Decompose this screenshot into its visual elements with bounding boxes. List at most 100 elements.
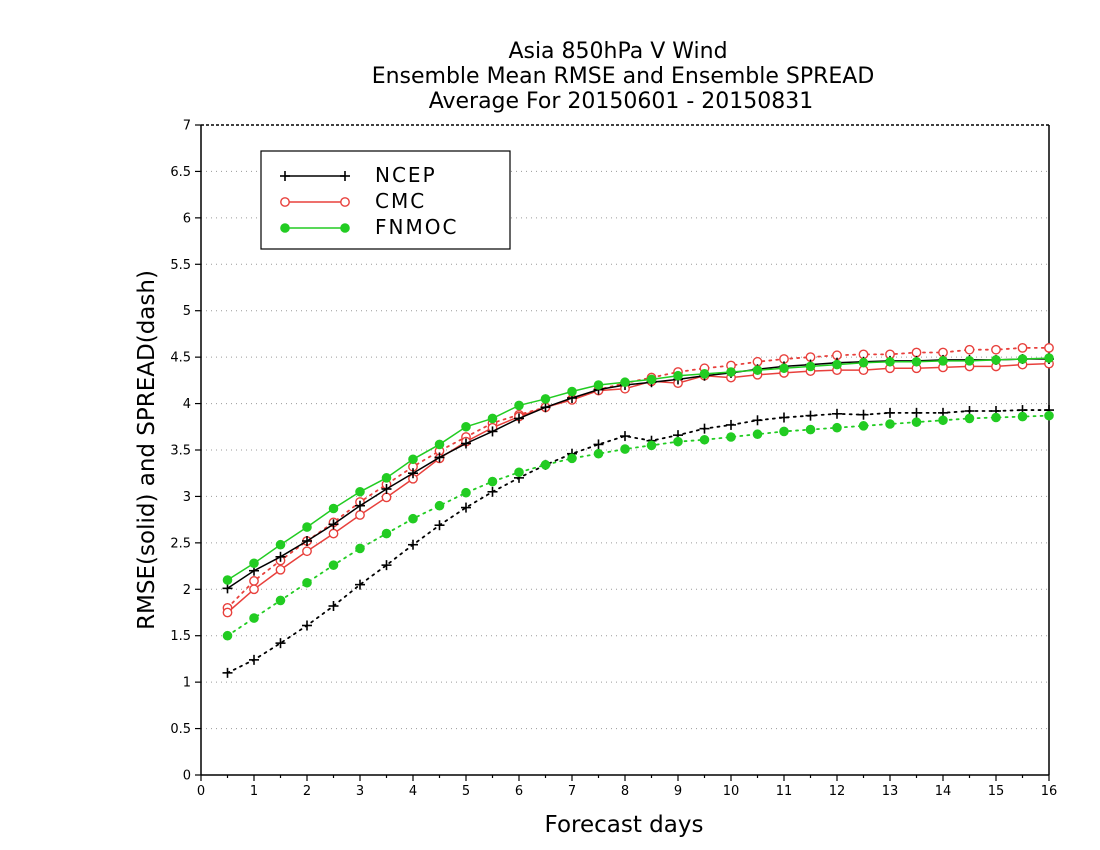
- point-rmse-cmc-4: [328, 528, 339, 539]
- point-spread-ncep-2: [275, 638, 286, 649]
- legend-sample-fnmoc: [280, 223, 350, 233]
- point-spread-fnmoc-19: [726, 432, 736, 442]
- y-tick-label-10: 5: [183, 304, 191, 319]
- series-fnmoc: [222, 353, 1054, 641]
- point-spread-ncep-19: [726, 419, 736, 430]
- point-rmse-cmc-5: [355, 510, 365, 520]
- point-rmse-fnmoc-22: [805, 361, 816, 372]
- point-spread-fnmoc-18: [699, 434, 710, 445]
- point-spread-ncep-14: [593, 439, 604, 450]
- point-spread-ncep-0: [222, 667, 233, 678]
- x-tick-label-14: 14: [935, 784, 952, 799]
- point-rmse-fnmoc-17: [673, 370, 683, 381]
- point-spread-cmc-26: [911, 347, 922, 358]
- point-spread-cmc-28: [964, 344, 975, 355]
- legend-marker-left-fnmoc: [280, 223, 290, 233]
- legend-marker-right-cmc: [340, 197, 350, 207]
- point-rmse-cmc-0: [222, 607, 233, 618]
- y-tick-label-6: 3: [183, 490, 191, 505]
- point-rmse-fnmoc-9: [461, 421, 471, 432]
- point-rmse-cmc-2: [275, 564, 286, 575]
- point-rmse-fnmoc-14: [593, 380, 604, 390]
- point-rmse-fnmoc-25: [885, 356, 895, 367]
- point-rmse-fnmoc-29: [991, 355, 1001, 365]
- point-spread-cmc-1: [249, 576, 259, 586]
- point-spread-fnmoc-27: [938, 415, 948, 426]
- point-spread-fnmoc-10: [487, 476, 498, 487]
- point-spread-ncep-10: [487, 486, 498, 497]
- point-rmse-fnmoc-11: [514, 400, 524, 411]
- point-rmse-ncep-5: [355, 500, 365, 511]
- point-spread-cmc-29: [991, 344, 1001, 355]
- x-tick-label-12: 12: [829, 784, 846, 799]
- point-spread-fnmoc-14: [593, 448, 604, 459]
- point-rmse-ncep-9: [461, 438, 471, 449]
- point-spread-fnmoc-4: [328, 560, 339, 570]
- point-rmse-ncep-7: [408, 468, 418, 479]
- x-tick-label-7: 7: [568, 784, 576, 799]
- tick-labels: 00.511.522.533.544.555.566.570 1 2 3 4 5 6 7 8 9 1…: [170, 119, 1057, 800]
- x-tick-label-4: 4: [409, 784, 417, 799]
- line-rmse-fnmoc: [227, 357, 1050, 581]
- point-spread-fnmoc-23: [832, 422, 842, 433]
- title-line-2: Ensemble Mean RMSE and Ensemble SPREAD: [372, 64, 875, 89]
- point-rmse-cmc-1: [249, 584, 259, 595]
- point-rmse-ncep-2: [275, 551, 286, 562]
- point-rmse-ncep-12: [540, 402, 551, 413]
- point-spread-ncep-15: [620, 431, 630, 442]
- y-tick-label-7: 3.5: [170, 444, 191, 459]
- point-rmse-ncep-8: [434, 452, 445, 463]
- line-rmse-cmc: [227, 362, 1050, 614]
- point-spread-fnmoc-24: [858, 421, 869, 431]
- y-tick-label-14: 7: [183, 119, 191, 134]
- legend-label-ncep: NCEP: [375, 163, 437, 187]
- x-tick-label-3: 3: [356, 784, 364, 799]
- x-tick-label-11: 11: [776, 784, 793, 799]
- point-spread-fnmoc-9: [461, 487, 471, 498]
- y-tick-label-1: 0.5: [170, 722, 191, 737]
- point-spread-fnmoc-2: [275, 595, 286, 606]
- point-rmse-fnmoc-4: [328, 503, 339, 514]
- x-tick-label-0: 0: [197, 784, 205, 799]
- point-rmse-fnmoc-16: [646, 374, 657, 385]
- series-ncep: [222, 354, 1054, 678]
- legend-label-cmc: CMC: [375, 189, 426, 213]
- point-spread-fnmoc-20: [752, 429, 763, 440]
- x-tick-label-16: 16: [1041, 784, 1058, 799]
- point-rmse-fnmoc-18: [699, 369, 710, 379]
- x-tick-label-8: 8: [621, 784, 629, 799]
- y-tick-label-5: 2.5: [170, 536, 191, 551]
- point-spread-fnmoc-3: [302, 577, 312, 588]
- point-rmse-fnmoc-1: [249, 558, 259, 569]
- y-tick-label-3: 1.5: [170, 629, 191, 644]
- plot-series: [222, 342, 1054, 678]
- point-spread-ncep-7: [408, 539, 418, 550]
- point-rmse-ncep-3: [302, 536, 312, 546]
- point-rmse-fnmoc-24: [858, 357, 869, 368]
- point-spread-fnmoc-1: [249, 613, 259, 623]
- point-spread-ncep-20: [752, 415, 763, 426]
- legend-item-fnmoc: FNMOC: [280, 215, 456, 239]
- point-spread-ncep-1: [249, 654, 259, 665]
- point-rmse-cmc-3: [302, 546, 312, 557]
- y-tick-label-2: 1: [183, 676, 191, 691]
- x-axis-label: Forecast days: [545, 812, 704, 838]
- y-tick-label-9: 4.5: [170, 351, 191, 366]
- point-rmse-ncep-0: [222, 583, 233, 594]
- point-spread-fnmoc-0: [222, 630, 233, 641]
- x-tick-label-6: 6: [515, 784, 523, 799]
- point-spread-cmc-31: [1044, 342, 1054, 353]
- point-rmse-fnmoc-12: [540, 394, 551, 404]
- point-spread-ncep-18: [699, 423, 710, 434]
- point-spread-fnmoc-29: [991, 412, 1001, 423]
- x-tick-label-5: 5: [462, 784, 470, 799]
- y-axis-label: RMSE(solid) and SPREAD(dash): [134, 270, 160, 630]
- x-tick-label-9: 9: [674, 784, 682, 799]
- point-spread-fnmoc-17: [673, 436, 683, 447]
- y-tick-label-12: 6: [183, 211, 191, 226]
- point-rmse-fnmoc-28: [964, 356, 975, 366]
- point-rmse-fnmoc-21: [779, 363, 789, 374]
- legend-item-cmc: CMC: [280, 189, 426, 213]
- point-spread-ncep-3: [302, 620, 312, 631]
